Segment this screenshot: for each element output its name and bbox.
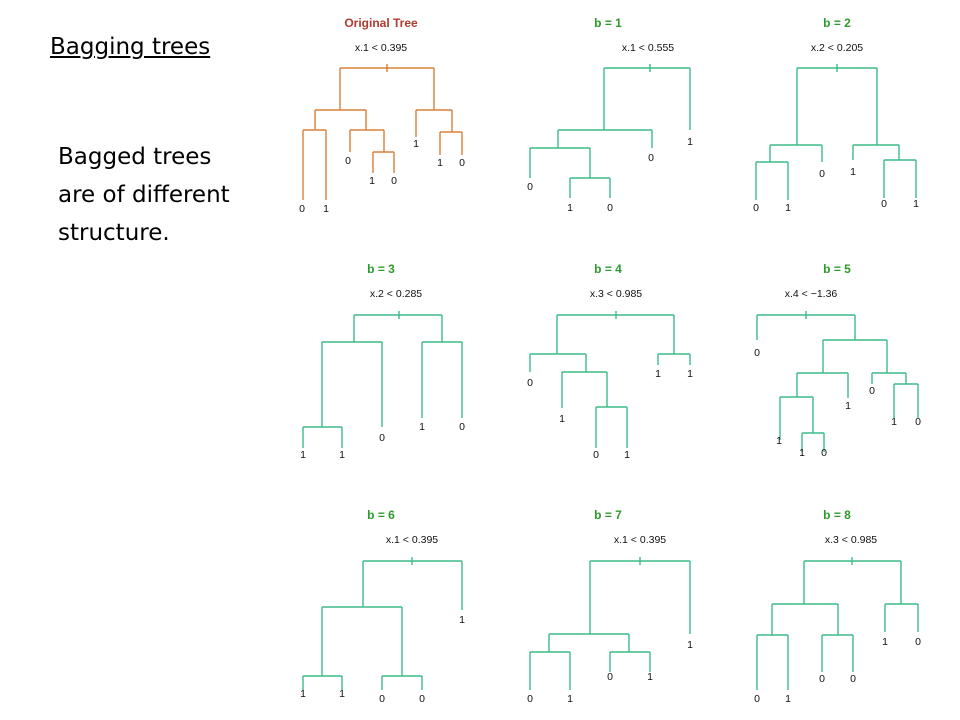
split-label: x.4 < −1.36 [785,288,838,300]
tree-title: b = 7 [594,508,622,522]
leaf-label: 1 [687,368,693,380]
tree-branches [529,311,691,448]
body-line: structure. [58,220,170,246]
leaf-label: 1 [845,400,851,412]
leaf-label: 1 [624,449,630,461]
tree-title: b = 4 [594,262,622,276]
leaf-label: 0 [527,693,533,705]
leaf-label: 1 [655,368,661,380]
leaf-label: 0 [869,385,875,397]
leaf-label: 0 [648,152,654,164]
split-label: x.3 < 0.985 [825,534,877,546]
tree-panel: b = 7 x.1 < 0.395 0 1 0 1 1 [527,508,693,705]
leaf-label: 0 [607,202,613,214]
split-label: x.1 < 0.555 [622,42,674,54]
split-label: x.1 < 0.395 [355,42,407,54]
leaf-label: 1 [913,198,919,210]
tree-branches [302,557,463,690]
leaf-label: 1 [799,447,805,459]
leaf-label: 0 [819,673,825,685]
leaf-label: 0 [754,347,760,359]
leaf-label: 0 [391,175,397,187]
leaf-label: 1 [300,688,306,700]
split-label: x.2 < 0.205 [811,42,863,54]
leaf-label: 1 [369,175,375,187]
leaf-label: 0 [821,447,827,459]
tree-branches [756,557,919,690]
leaf-label: 0 [915,416,921,428]
leaf-label: 0 [754,693,760,705]
leaf-label: 0 [345,155,351,167]
tree-title: b = 1 [594,16,622,30]
leaf-label: 1 [300,449,306,461]
tree-panel: b = 6 x.1 < 0.395 1 1 0 0 1 [300,508,465,705]
split-label: x.1 < 0.395 [386,534,438,546]
tree-title: b = 5 [823,262,851,276]
leaf-label: 1 [559,413,565,425]
tree-panel: b = 1x.1 < 0.555 0 1 0 0 1 [527,16,693,214]
leaf-label: 0 [459,421,465,433]
tree-title: b = 2 [823,16,851,30]
split-label: x.2 < 0.285 [370,288,422,300]
tree-title: b = 6 [367,508,395,522]
leaf-label: 1 [785,693,791,705]
leaf-label: 1 [785,202,791,214]
tree-branches [756,311,919,452]
leaf-label: 1 [567,693,573,705]
tree-branches [529,557,691,690]
slide-body-text: Bagged trees are of different structure. [58,138,288,252]
tree-branches [755,64,917,200]
tree-panel: b = 4 x.3 < 0.985 0 1 0 1 1 1 [527,262,693,461]
leaf-label: 1 [891,416,897,428]
leaf-label: 0 [299,203,305,215]
leaf-label: 0 [379,693,385,705]
tree-title: b = 3 [367,262,395,276]
tree-branches [302,64,463,200]
leaf-label: 1 [850,166,856,178]
leaf-label: 1 [647,671,653,683]
leaf-label: 0 [527,181,533,193]
leaf-label: 1 [687,639,693,651]
tree-panel: Original Tree x.1 < 0.395 0 1 0 1 0 1 1 0 [299,16,465,215]
leaf-label: 1 [882,636,888,648]
leaf-label: 0 [850,673,856,685]
leaf-label: 0 [819,168,825,180]
leaf-label: 1 [339,688,345,700]
leaf-label: 1 [776,435,782,447]
tree-branches [302,311,463,448]
tree-branches [529,64,691,198]
leaf-label: 0 [753,202,759,214]
tree-title: Original Tree [344,16,418,30]
split-label: x.3 < 0.985 [590,288,642,300]
leaf-label: 0 [881,198,887,210]
leaf-label: 1 [567,202,573,214]
leaf-label: 0 [915,636,921,648]
body-line: Bagged trees [58,144,212,170]
leaf-label: 0 [459,157,465,169]
leaf-label: 1 [323,203,329,215]
leaf-label: 0 [379,432,385,444]
tree-panel: b = 2 x.2 < 0.205 0 1 0 1 0 1 [753,16,919,214]
tree-panel: b = 8 x.3 < 0.985 0 1 0 0 1 0 [754,508,921,705]
leaf-label: 0 [607,671,613,683]
tree-panel: b = 5 x.4 < −1.36 0 1 1 0 1 0 1 0 [754,262,921,459]
leaf-label: 1 [437,157,443,169]
leaf-label: 1 [459,614,465,626]
tree-panel: b = 3 x.2 < 0.285 1 1 0 1 0 [300,262,465,461]
body-line: are of different [58,182,230,208]
tree-title: b = 8 [823,508,851,522]
leaf-label: 1 [687,136,693,148]
split-label: x.1 < 0.395 [614,534,666,546]
leaf-label: 1 [419,421,425,433]
leaf-label: 1 [413,138,419,150]
leaf-label: 0 [593,449,599,461]
leaf-label: 0 [527,377,533,389]
leaf-label: 0 [419,693,425,705]
leaf-label: 1 [339,449,345,461]
slide-title: Bagging trees [50,34,211,60]
